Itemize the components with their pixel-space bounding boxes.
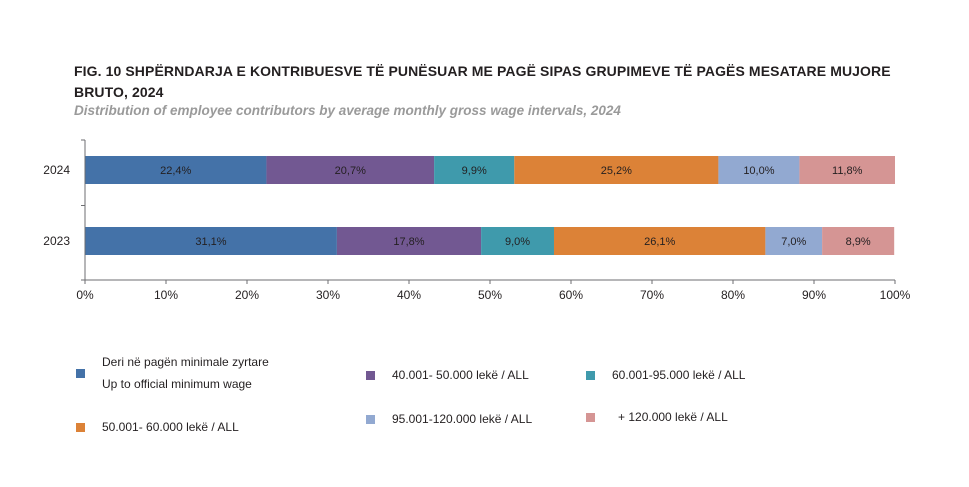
x-tick-label: 90% [802,288,826,302]
bar-segment [822,227,895,255]
bar-segment [85,156,267,184]
legend-label: 40.001- 50.000 lekë / ALL [392,368,529,382]
data-label: 31,1% [195,236,226,248]
legend-label: + 120.000 lekë / ALL [618,410,728,424]
legend-label-en: Up to official minimum wage [102,377,252,391]
legend-label: 95.001-120.000 lekë / ALL [392,412,533,426]
x-tick-label: 0% [76,288,94,302]
data-label: 9,0% [505,236,530,248]
legend-swatch [366,371,375,380]
data-label: 25,2% [601,165,632,177]
x-tick-label: 100% [880,288,911,302]
data-label: 11,8% [832,165,863,177]
legend-swatch [76,369,85,378]
bar-segment [514,156,719,184]
x-tick-label: 10% [154,288,178,302]
data-label: 8,9% [846,236,871,248]
bar-segment [553,227,766,255]
bar-segment [85,227,337,255]
legend-swatch [586,413,595,422]
x-tick-label: 60% [559,288,583,302]
bar-segment [718,156,800,184]
bar-segment [434,156,515,184]
legend-label: 60.001-95.000 lekë / ALL [612,368,746,382]
bar-segment [336,227,482,255]
legend-swatch [366,415,375,424]
x-tick-label: 70% [640,288,664,302]
legend-label: Deri në pagën minimale zyrtare [102,355,269,369]
x-tick-label: 50% [478,288,502,302]
chart-title: FIG. 10 SHPËRNDARJA E KONTRIBUESVE TË PU… [74,63,891,100]
x-tick-label: 80% [721,288,745,302]
data-label: 9,9% [462,165,487,177]
data-label: 7,0% [781,236,806,248]
data-label: 10,0% [743,165,774,177]
bar-segment [266,156,435,184]
bar-segment [765,227,823,255]
legend-swatch [586,371,595,380]
data-label: 26,1% [644,236,675,248]
data-label: 17,8% [393,236,424,248]
legend-swatch [76,423,85,432]
legend-label: 50.001- 60.000 lekë / ALL [102,420,239,434]
x-tick-label: 20% [235,288,259,302]
data-label: 22,4% [160,165,191,177]
bar-segment [799,156,895,184]
data-label: 20,7% [335,165,366,177]
x-tick-label: 40% [397,288,421,302]
chart-subtitle: Distribution of employee contributors by… [74,103,621,118]
category-label: 2023 [43,234,70,248]
bar-segment [481,227,554,255]
x-tick-label: 30% [316,288,340,302]
category-label: 2024 [43,163,70,177]
